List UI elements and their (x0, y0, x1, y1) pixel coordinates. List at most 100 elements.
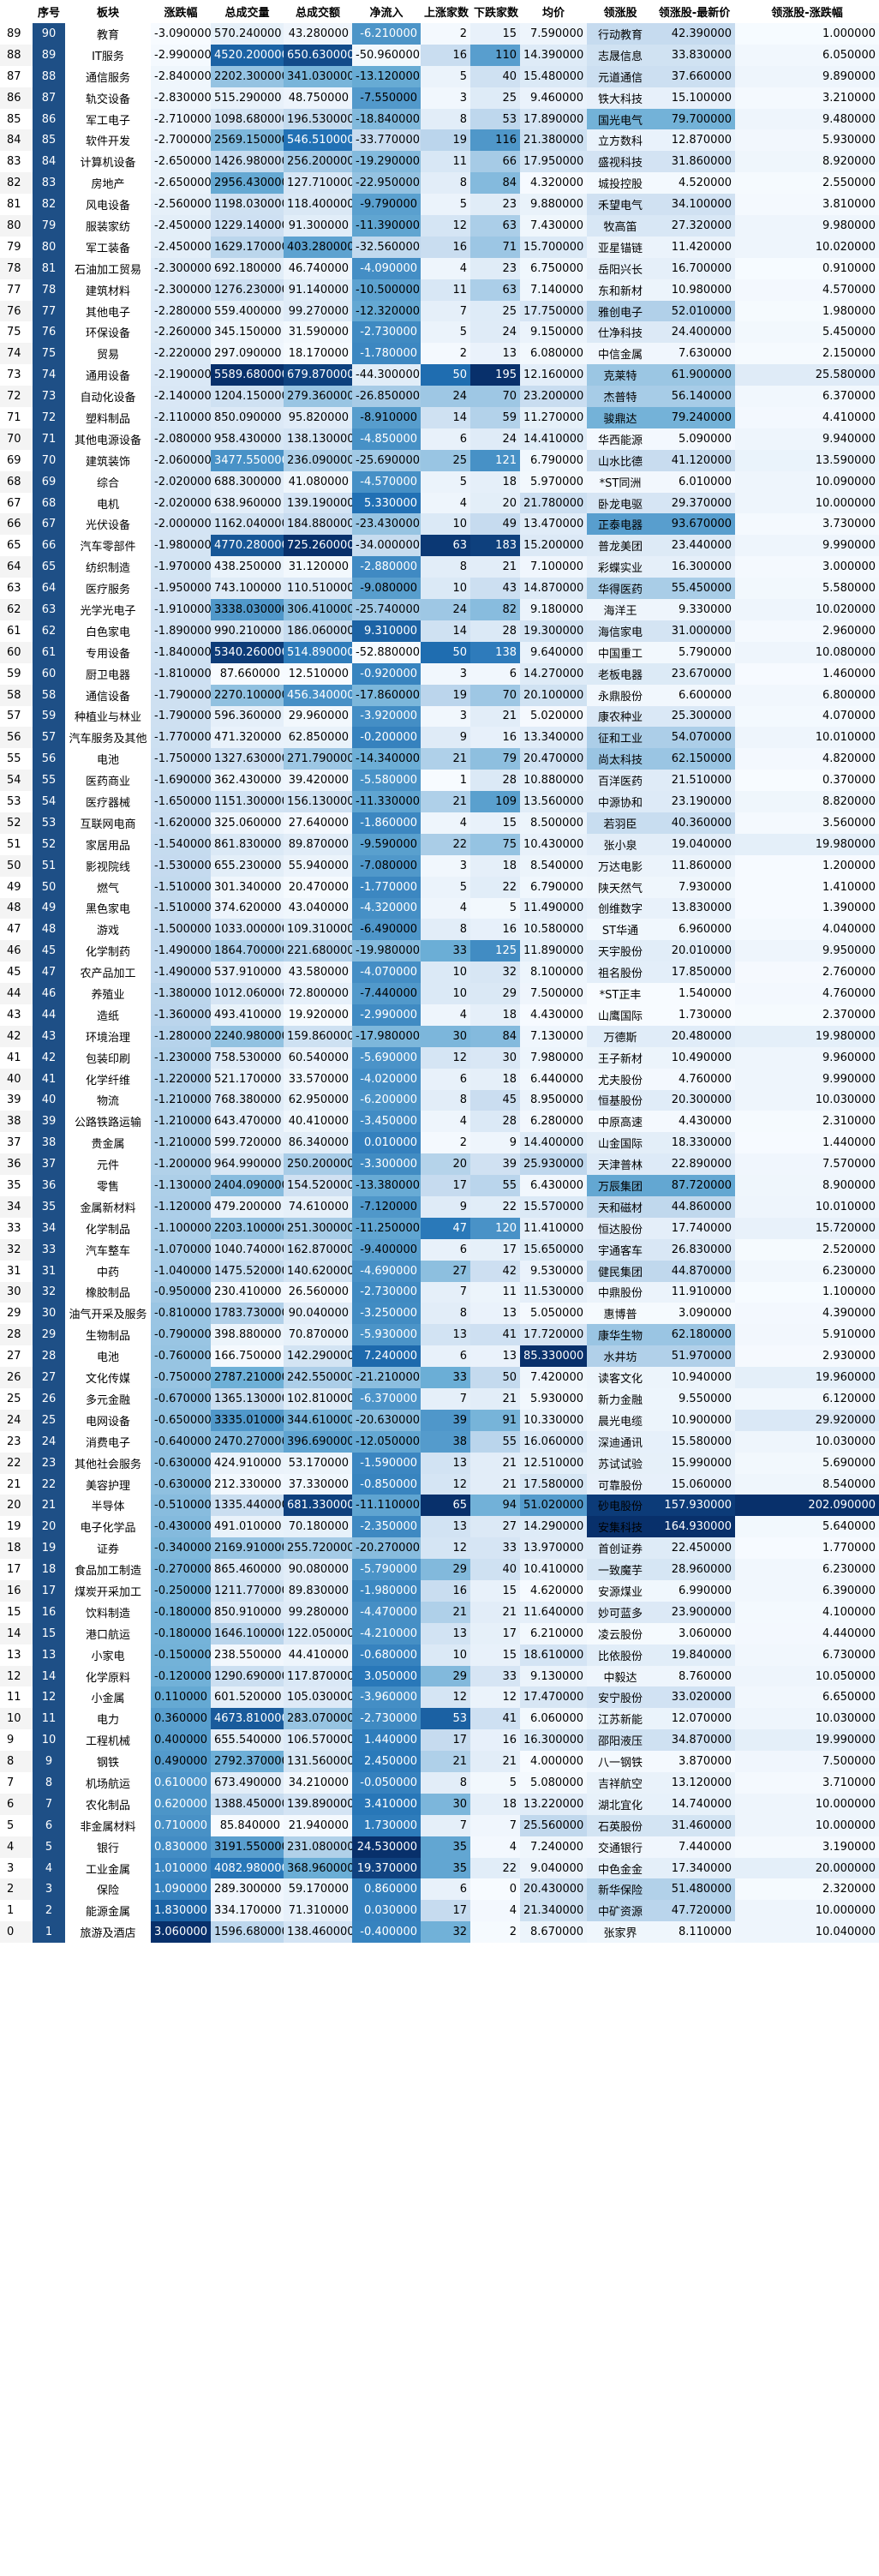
table-row[interactable]: 59 60 厨卫电器 -1.810000 87.660000 12.510000 -0.92… (0, 662, 879, 685)
table-row[interactable]: 13 13 小家电 -0.150000 238.550000 44.410000 -0.68… (0, 1644, 879, 1666)
table-row[interactable]: 35 36 零售 -1.130000 2404.090000 154.520000 -13.… (0, 1175, 879, 1196)
table-row[interactable]: 64 65 纺织制造 -1.970000 438.250000 31.120000 -2.8… (0, 556, 879, 578)
table-row[interactable]: 85 86 军工电子 -2.710000 1098.680000 196.530000 -1… (0, 108, 879, 130)
table-row[interactable]: 65 66 汽车零部件 -1.980000 4770.280000 725.260000-… (0, 535, 879, 557)
table-row[interactable]: 47 48 游戏 -1.500000 1033.000000 109.310000 -6.4… (0, 919, 879, 941)
table-row[interactable]: 86 87 轨交设备 -2.830000 515.290000 48.750000 -7.5… (0, 87, 879, 109)
table-row[interactable]: 41 42 包装印刷 -1.230000 758.530000 60.540000 -5.6… (0, 1046, 879, 1069)
table-row[interactable]: 39 40 物流 -1.210000 768.380000 62.950000 -6.200… (0, 1089, 879, 1111)
table-row[interactable]: 70 71 其他电源设备 -2.080000 958.430000 138.130000-… (0, 428, 879, 450)
table-row[interactable]: 10 11 电力 0.360000 4673.810000 283.070000 -2.73… (0, 1708, 879, 1730)
table-row[interactable]: 37 38 贵金属 -1.210000 599.720000 86.340000 0.010… (0, 1132, 879, 1154)
table-row[interactable]: 36 37 元件 -1.200000 964.990000 250.200000 -3.30… (0, 1153, 879, 1176)
table-row[interactable]: 9 10 工程机械 0.400000 655.540000 106.570000 1.440… (0, 1729, 879, 1752)
table-row[interactable]: 79 80 军工装备 -2.450000 1629.170000 403.280000 -3… (0, 236, 879, 258)
table-row[interactable]: 56 57 汽车服务及其他 -1.770000 471.320000 62.850000-… (0, 727, 879, 749)
table-row[interactable]: 66 67 光伏设备 -2.000000 1162.040000 184.880000 -2… (0, 513, 879, 536)
table-row[interactable]: 54 55 医药商业 -1.690000 362.430000 39.420000 -5.5… (0, 770, 879, 792)
table-row[interactable]: 87 88 通信服务 -2.840000 2202.300000 341.030000 -1… (0, 65, 879, 87)
table-row[interactable]: 22 23 其他社会服务 -0.630000 424.910000 53.170000 -1… (0, 1452, 879, 1474)
table-row[interactable]: 72 73 自动化设备 -2.140000 1204.150000 279.360000-… (0, 386, 879, 408)
table-row[interactable]: 26 27 文化传媒 -0.750000 2787.210000 242.550000 -2… (0, 1367, 879, 1388)
table-row[interactable]: 49 50 燃气 -1.510000 301.340000 20.470000 -1.770… (0, 876, 879, 898)
down-count-header[interactable]: 下跌家数 (470, 0, 520, 23)
table-row[interactable]: 43 44 造纸 -1.360000 493.410000 19.920000 -2.990… (0, 1003, 879, 1026)
table-row[interactable]: 76 77 其他电子 -2.280000 559.400000 99.270000 -12.… (0, 300, 879, 322)
table-row[interactable]: 52 53 互联网电商 -1.620000 325.060000 27.640000 -1.… (0, 812, 879, 834)
table-row[interactable]: 45 47 农产品加工 -1.490000 537.910000 43.580000 -4.… (0, 962, 879, 984)
leader-change-header[interactable]: 领涨股-涨跌幅 (735, 0, 879, 23)
sector-header[interactable]: 板块 (65, 0, 151, 23)
table-row[interactable]: 44 46 养殖业 -1.380000 1012.060000 72.800000 -7.4… (0, 983, 879, 1004)
table-row[interactable]: 51 52 家居用品 -1.540000 861.830000 89.870000 -9.5… (0, 833, 879, 855)
table-row[interactable]: 69 70 建筑装饰 -2.060000 3477.550000 236.090000 -2… (0, 449, 879, 471)
table-row[interactable]: 75 76 环保设备 -2.260000 345.150000 31.590000 -2.7… (0, 321, 879, 344)
table-row[interactable]: 73 74 通用设备 -2.190000 5589.680000 679.870000 -4… (0, 364, 879, 386)
table-row[interactable]: 25 26 多元金融 -0.670000 1365.130000 102.810000 -6… (0, 1388, 879, 1410)
table-row[interactable]: 61 62 白色家电 -1.890000 990.210000 186.060000 9.3… (0, 620, 879, 642)
table-row[interactable]: 20 21 半导体 -0.510000 1335.440000 681.330000 -11… (0, 1495, 879, 1517)
table-row[interactable]: 58 58 通信设备 -1.790000 2270.100000 456.340000 -1… (0, 684, 879, 706)
table-row[interactable]: 38 39 公路铁路运输 -1.210000 643.470000 40.410000 -3… (0, 1111, 879, 1133)
avg-price-header[interactable]: 均价 (520, 0, 587, 23)
table-row[interactable]: 34 35 金属新材料 -1.120000 479.200000 74.610000 -7.… (0, 1195, 879, 1218)
table-row[interactable]: 6 7 农化制品 0.620000 1388.450000 139.890000 3.410… (0, 1793, 879, 1815)
up-count-header[interactable]: 上涨家数 (421, 0, 470, 23)
leader-price-header[interactable]: 领涨股-最新价 (654, 0, 735, 23)
amount-header[interactable]: 总成交额 (284, 0, 352, 23)
table-row[interactable]: 23 24 消费电子 -0.640000 2470.270000 396.690000 -1… (0, 1430, 879, 1453)
table-row[interactable]: 12 14 化学原料 -0.120000 1290.690000 117.870000 3.… (0, 1665, 879, 1687)
table-row[interactable]: 71 72 塑料制品 -2.110000 850.090000 95.820000 -8.9… (0, 407, 879, 428)
table-row[interactable]: 27 28 电池 -0.760000 166.750000 142.290000 7.240… (0, 1345, 879, 1368)
table-row[interactable]: 78 81 石油加工贸易 -2.300000 692.180000 46.740000 -4… (0, 257, 879, 279)
table-row[interactable]: 46 45 化学制药 -1.490000 1864.700000 221.680000 -1… (0, 940, 879, 962)
table-row[interactable]: 82 83 房地产 -2.650000 2956.430000 127.710000 -22… (0, 172, 879, 195)
volume-header[interactable]: 总成交量 (211, 0, 284, 23)
table-row[interactable]: 14 15 港口航运 -0.180000 1646.100000 122.050000 -4… (0, 1622, 879, 1644)
table-row[interactable]: 89 90 教育 -3.090000 570.240000 43.280000 -6.210… (0, 23, 879, 45)
change-header[interactable]: 涨跌幅 (151, 0, 211, 23)
table-row[interactable]: 3 4 工业金属 1.010000 4082.980000 368.960000 19.37… (0, 1857, 879, 1879)
table-row[interactable]: 32 33 汽车整车 -1.070000 1040.740000 162.870000 -9… (0, 1238, 879, 1261)
table-row[interactable]: 53 54 医疗器械 -1.650000 1151.300000 156.130000 -1… (0, 791, 879, 812)
table-row[interactable]: 30 32 橡胶制品 -0.950000 230.410000 26.560000 -2.7… (0, 1281, 879, 1303)
table-row[interactable]: 28 29 生物制品 -0.790000 398.880000 70.870000 -5.9… (0, 1324, 879, 1346)
table-row[interactable]: 62 63 光学光电子 -1.910000 3338.030000 306.410000-… (0, 599, 879, 620)
table-row[interactable]: 15 16 饮料制造 -0.180000 850.910000 99.280000 -4.4… (0, 1601, 879, 1623)
table-row[interactable]: 81 82 风电设备 -2.560000 1198.030000 118.400000 -9… (0, 194, 879, 216)
table-row[interactable]: 63 64 医疗服务 -1.950000 743.100000 110.510000 -9.… (0, 578, 879, 600)
table-row[interactable]: 57 59 种植业与林业 -1.790000 596.360000 29.960000 -3… (0, 705, 879, 728)
table-row[interactable]: 18 19 证券 -0.340000 2169.910000 255.720000 -20.… (0, 1537, 879, 1560)
table-row[interactable]: 7 8 机场航运 0.610000 673.490000 34.210000 -0.0500… (0, 1772, 879, 1794)
table-row[interactable]: 74 75 贸易 -2.220000 297.090000 18.170000 -1.780… (0, 343, 879, 365)
table-row[interactable]: 40 41 化学纤维 -1.220000 521.170000 33.570000 -4.0… (0, 1068, 879, 1090)
table-row[interactable]: 84 85 软件开发 -2.700000 2569.150000 546.510000 -3… (0, 129, 879, 152)
table-row[interactable]: 29 30 油气开采及服务 -0.810000 1783.730000 90.040000… (0, 1303, 879, 1325)
table-row[interactable]: 4 5 银行 0.830000 3191.550000 231.080000 24.5300… (0, 1836, 879, 1858)
table-row[interactable]: 77 78 建筑材料 -2.300000 1276.230000 91.140000 -10… (0, 279, 879, 301)
table-row[interactable]: 1 2 能源金属 1.830000 334.170000 71.310000 0.03000… (0, 1900, 879, 1922)
table-row[interactable]: 2 3 保险 1.090000 289.300000 59.170000 0.860000 6… (0, 1878, 879, 1901)
table-row[interactable]: 42 43 环境治理 -1.280000 2240.980000 159.860000 -1… (0, 1025, 879, 1047)
table-row[interactable]: 55 56 电池 -1.750000 1327.630000 271.790000 -14.… (0, 748, 879, 770)
table-row[interactable]: 16 17 煤炭开采加工 -0.250000 1211.770000 89.830000-… (0, 1580, 879, 1602)
table-row[interactable]: 24 25 电网设备 -0.650000 3335.010000 344.610000 -2… (0, 1409, 879, 1431)
table-row[interactable]: 5 6 非金属材料 0.710000 85.840000 21.940000 1.73000… (0, 1814, 879, 1836)
table-row[interactable]: 50 51 影视院线 -1.530000 655.230000 55.940000 -7.0… (0, 854, 879, 877)
table-row[interactable]: 31 31 中药 -1.040000 1475.520000 140.620000 -4.6… (0, 1260, 879, 1282)
table-row[interactable]: 0 1 旅游及酒店 3.060000 1596.680000 138.460000 -0.4… (0, 1921, 879, 1944)
table-row[interactable]: 88 89 IT服务 -2.990000 4520.200000 650.630000 -5… (0, 44, 879, 66)
table-row[interactable]: 19 20 电子化学品 -0.430000 491.010000 70.180000 -2.… (0, 1516, 879, 1538)
table-row[interactable]: 83 84 计算机设备 -2.650000 1426.980000 256.200000-… (0, 151, 879, 173)
table-row[interactable]: 21 22 美容护理 -0.630000 212.330000 37.330000 -0.8… (0, 1473, 879, 1495)
seq-header[interactable]: 序号 (33, 0, 65, 23)
table-row[interactable]: 80 79 服装家纺 -2.450000 1229.140000 91.300000 -11… (0, 215, 879, 237)
table-row[interactable]: 11 12 小金属 0.110000 601.520000 105.030000 -3.96… (0, 1686, 879, 1709)
table-row[interactable]: 60 61 专用设备 -1.840000 5340.260000 514.890000 -5… (0, 641, 879, 663)
leader-header[interactable]: 领涨股 (587, 0, 654, 23)
table-row[interactable]: 8 9 钢铁 0.490000 2792.370000 131.560000 2.45000… (0, 1751, 879, 1773)
table-row[interactable]: 67 68 电机 -2.020000 638.960000 139.190000 5.330… (0, 492, 879, 514)
netflow-header[interactable]: 净流入 (352, 0, 421, 23)
table-row[interactable]: 17 18 食品加工制造 -0.270000 865.460000 90.080000 -5… (0, 1559, 879, 1581)
table-row[interactable]: 33 34 化学制品 -1.100000 2203.100000 251.300000 -1… (0, 1217, 879, 1239)
